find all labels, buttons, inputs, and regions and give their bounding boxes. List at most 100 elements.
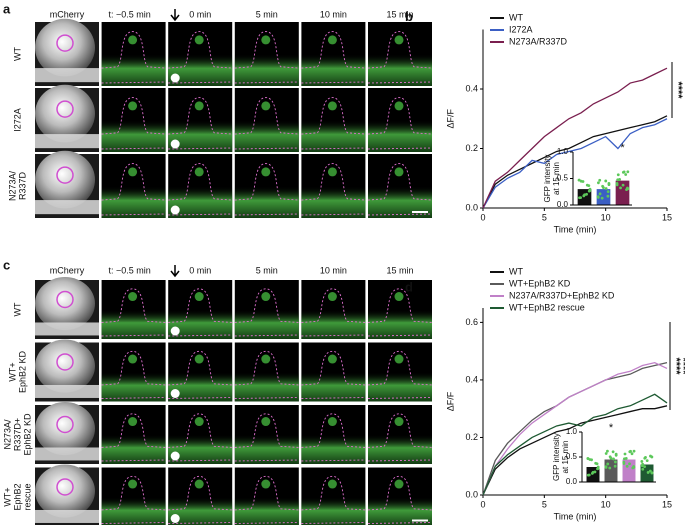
dendrite: [301, 372, 366, 402]
significance-star: *: [620, 142, 625, 154]
dendrite: [368, 309, 432, 339]
spine-head: [261, 354, 271, 364]
spine-outline: [367, 475, 433, 524]
x-tick-label: 0: [480, 499, 485, 509]
column-header: t: −0.5 min: [108, 9, 150, 19]
column-header: mCherry: [50, 9, 85, 19]
scatter-dot: [622, 170, 626, 174]
uncage-spot: [170, 205, 180, 215]
spine-head: [394, 101, 404, 111]
row-label: N273A/: [7, 170, 17, 201]
scatter-dot: [577, 178, 581, 182]
column-header: 5 min: [256, 9, 278, 19]
spine-head: [327, 354, 337, 364]
dendrite: [234, 434, 299, 464]
spine-head: [261, 292, 271, 302]
image-tile: [168, 405, 233, 464]
y-tick-label: 0.2: [465, 432, 478, 442]
scatter-dot: [588, 189, 592, 192]
dendrite: [234, 54, 299, 86]
uncage-spot: [170, 451, 180, 461]
dendrite: [234, 309, 299, 339]
spine-outline: [367, 288, 433, 337]
significance-stars: ****: [670, 357, 682, 375]
scatter-dot: [583, 193, 587, 197]
image-tile: [367, 154, 433, 218]
scatter-dot: [606, 462, 610, 466]
dendrite: [301, 434, 366, 464]
spine-outline: [168, 288, 233, 337]
scatter-dot: [604, 187, 608, 190]
spine-outline: [234, 475, 299, 524]
uncage-spot: [170, 139, 180, 149]
dendrite: [301, 120, 366, 152]
scatter-dot: [624, 173, 628, 176]
blob: [35, 339, 95, 393]
y-tick-label: 0.0: [557, 200, 569, 209]
scatter-dot: [646, 471, 650, 474]
scatter-dot: [606, 190, 610, 194]
spine-head: [261, 417, 271, 427]
x-tick-label: 10: [601, 499, 611, 509]
image-tile: [168, 280, 233, 339]
legend-label: WT+EphB2 KD: [509, 278, 571, 288]
scatter-dot: [632, 449, 636, 453]
dendrite: [35, 384, 99, 398]
spine-outline: [234, 350, 299, 399]
dendrite: [168, 186, 233, 218]
dendrite: [35, 134, 99, 149]
bar: [577, 189, 592, 205]
image-tile: [367, 405, 433, 464]
image-tile: [168, 342, 233, 402]
time-arrow: [170, 9, 180, 22]
dendrite: [101, 186, 166, 218]
dendrite: [301, 309, 366, 339]
image-tile: [234, 342, 299, 402]
scatter-dot: [604, 452, 608, 455]
scatter-dot: [618, 178, 621, 181]
image-tile: [35, 150, 99, 218]
scatter-dot: [604, 179, 608, 183]
data-line: [482, 393, 668, 496]
image-tile: [101, 88, 166, 152]
image-tile: [35, 339, 99, 402]
row-label: EphB2: [12, 483, 22, 510]
legend-label: WT: [509, 266, 523, 276]
scatter-dot: [606, 194, 610, 198]
column-header: 0 min: [189, 9, 211, 19]
image-tile: [234, 405, 299, 464]
bar: [615, 180, 630, 205]
scatter-dot: [624, 456, 628, 460]
dendrite: [368, 186, 432, 218]
image-tile: [168, 22, 233, 86]
spine-outline: [101, 350, 166, 399]
image-tile: [301, 405, 366, 464]
scatter-dot: [629, 449, 632, 453]
image-tile: [301, 467, 366, 525]
image-tile: [168, 154, 233, 218]
image-tile: [234, 88, 299, 152]
spine-head: [394, 354, 404, 364]
y-axis-label: ΔF/F: [445, 391, 455, 411]
scatter-dot: [632, 465, 636, 468]
uncage-spot: [170, 514, 180, 523]
dendrite: [101, 434, 166, 464]
spine-head: [394, 167, 404, 177]
scatter-dot: [614, 453, 618, 457]
spine-head: [261, 35, 271, 45]
scatter-dot: [606, 449, 609, 453]
column-header: 15 min: [386, 265, 413, 275]
data-line: [482, 118, 668, 209]
row-label: N273A/: [2, 419, 12, 450]
dendrite: [101, 54, 166, 86]
scatter-dot: [641, 467, 645, 471]
column-header: mCherry: [50, 265, 85, 275]
dendrite: [368, 120, 432, 152]
y-tick-label: 0.0: [566, 477, 578, 486]
spine-outline: [101, 475, 166, 524]
spine-outline: [234, 31, 299, 84]
scatter-dot: [626, 186, 629, 190]
dendrite: [168, 434, 233, 464]
roi: [56, 166, 74, 184]
blob: [35, 84, 95, 143]
